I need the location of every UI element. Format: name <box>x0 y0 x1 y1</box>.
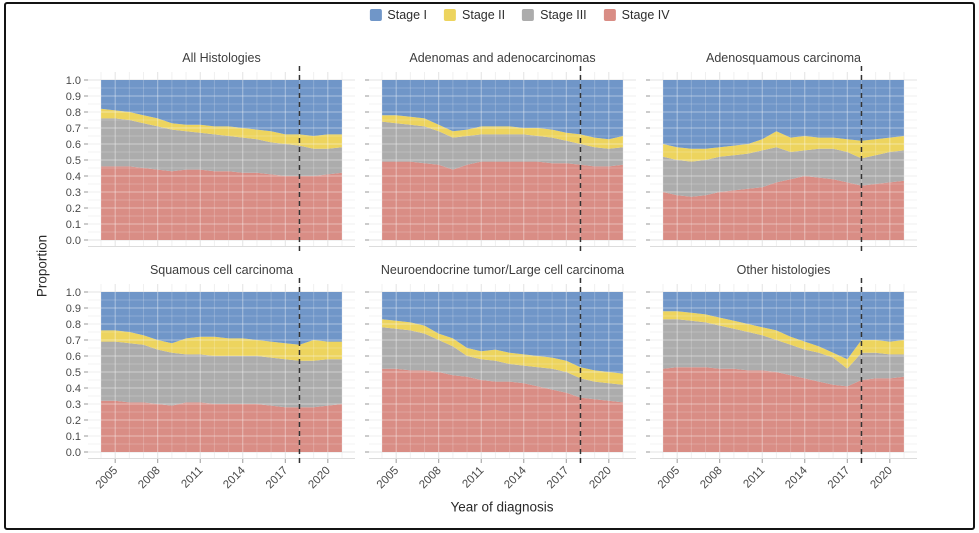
panel-title: Other histologies <box>736 263 831 277</box>
facet-panel: Adenosquamous carcinoma <box>646 46 917 251</box>
facet-panel: Neuroendocrine tumor/Large cell carcinom… <box>365 258 636 491</box>
panel-title: All Histologies <box>182 51 261 65</box>
svg-text:0.6: 0.6 <box>66 351 81 363</box>
legend-item-stage-i: Stage I <box>369 8 427 22</box>
facet-panel: Adenomas and adenocarcinomas <box>365 46 636 251</box>
legend-label: Stage III <box>540 8 587 22</box>
stage-i-color-swatch-icon <box>369 9 382 21</box>
facet-panel: Squamous cell carcinoma 1.0 0.9 0.8 0.7 0.6 0… <box>66 258 355 491</box>
facet-panel: All Histologies 1.0 0.9 0.8 0.7 0.6 0.5 0.4 0.3… <box>66 46 355 251</box>
panel-title: Neuroendocrine tumor/Large cell carcinom… <box>380 263 625 277</box>
svg-text:0.2: 0.2 <box>66 415 81 427</box>
svg-text:0.3: 0.3 <box>66 399 81 411</box>
svg-text:0.0: 0.0 <box>66 235 81 247</box>
panel-title: Adenosquamous carcinoma <box>706 51 861 65</box>
svg-text:0.5: 0.5 <box>66 367 81 379</box>
svg-text:0.0: 0.0 <box>66 447 81 459</box>
svg-text:1.0: 1.0 <box>66 287 81 299</box>
stage-iv-color-swatch-icon <box>603 9 616 21</box>
svg-text:0.5: 0.5 <box>66 155 81 167</box>
panel-title: Adenomas and adenocarcinomas <box>409 51 596 65</box>
svg-text:0.1: 0.1 <box>66 219 81 231</box>
svg-text:0.4: 0.4 <box>66 383 81 395</box>
svg-text:0.1: 0.1 <box>66 431 81 443</box>
legend-item-stage-ii: Stage II <box>444 8 505 22</box>
svg-text:0.9: 0.9 <box>66 91 81 103</box>
svg-text:0.7: 0.7 <box>66 123 81 135</box>
legend-label: Stage I <box>387 8 428 22</box>
stacked-area-plot <box>646 66 917 251</box>
svg-text:0.8: 0.8 <box>66 107 81 119</box>
svg-text:0.8: 0.8 <box>66 319 81 331</box>
stage-iii-color-swatch-icon <box>522 9 535 21</box>
stacked-area-plot: 2005 2008 2011 2014 2017 2020 <box>365 278 636 491</box>
panel-title: Squamous cell carcinoma <box>149 263 294 277</box>
svg-text:1.0: 1.0 <box>66 75 81 87</box>
y-axis-title: Proportion <box>34 234 50 298</box>
svg-text:0.4: 0.4 <box>66 171 81 183</box>
facet-panel: Other histologies 2005 2008 2011 2014 2017 20… <box>646 258 917 491</box>
legend-label: Stage IV <box>621 8 670 22</box>
stacked-area-plot: 1.0 0.9 0.8 0.7 0.6 0.5 0.4 0.3 0.2 0.1 0.0 <box>66 66 355 251</box>
stage-ii-color-swatch-icon <box>444 9 457 21</box>
svg-text:0.2: 0.2 <box>66 203 81 215</box>
svg-text:0.6: 0.6 <box>66 139 81 151</box>
legend-item-stage-iii: Stage III <box>522 8 587 22</box>
x-axis-title: Year of diagnosis <box>450 499 554 515</box>
svg-text:0.3: 0.3 <box>66 187 81 199</box>
legend: Stage I Stage II Stage III Stage IV <box>369 8 670 22</box>
legend-label: Stage II <box>462 8 506 22</box>
stacked-area-plot: 2005 2008 2011 2014 2017 2020 <box>646 278 917 491</box>
svg-text:0.7: 0.7 <box>66 335 81 347</box>
legend-item-stage-iv: Stage IV <box>603 8 670 22</box>
svg-text:0.9: 0.9 <box>66 303 81 315</box>
stacked-area-plot <box>365 66 636 251</box>
